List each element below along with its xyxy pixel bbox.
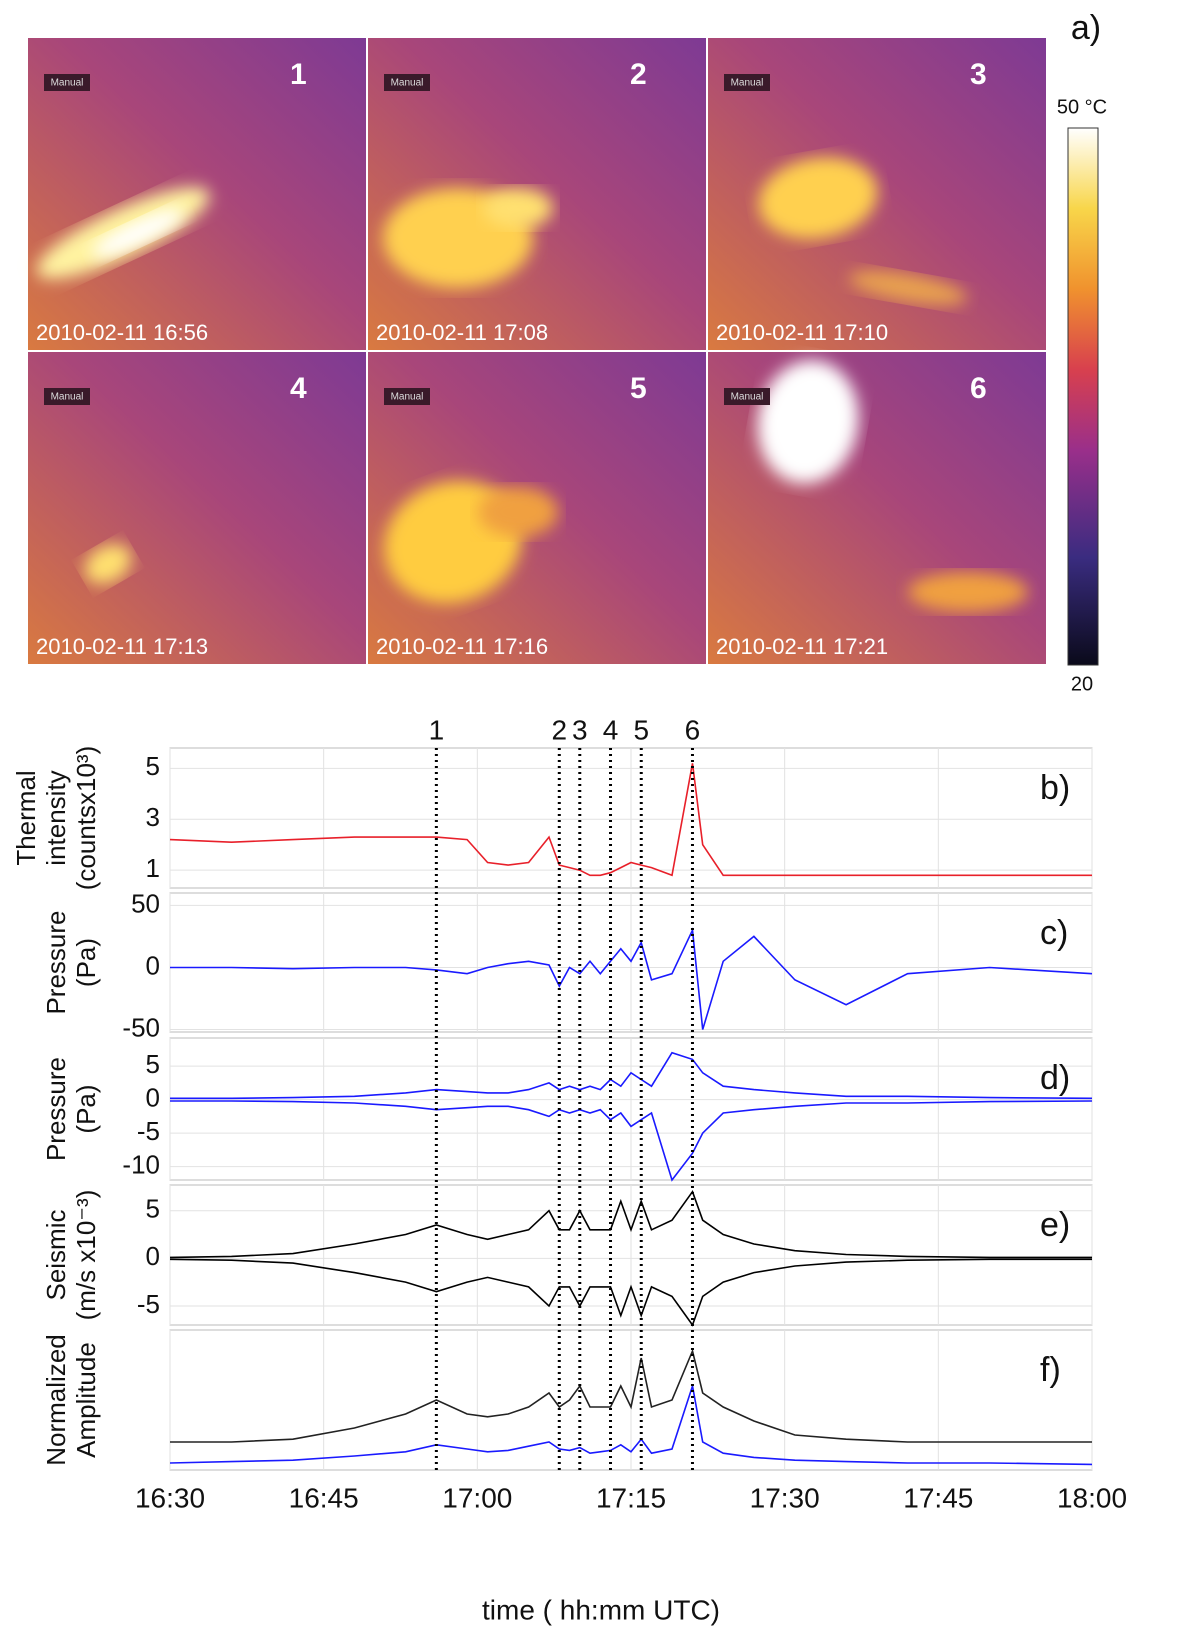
panel-label: b) (1040, 769, 1070, 807)
y-axis-label: Pressure (41, 910, 71, 1014)
event-label: 2 (551, 714, 567, 745)
y-tick-label: 0 (146, 1082, 160, 1112)
panel-label: e) (1040, 1206, 1070, 1244)
tag-box (384, 388, 430, 405)
tag-box (724, 74, 770, 91)
x-tick-label: 17:00 (442, 1482, 512, 1513)
y-tick-label: 0 (146, 1241, 160, 1271)
timestamp: 2010-02-11 16:56 (36, 320, 208, 345)
x-tick-label: 17:15 (596, 1482, 666, 1513)
y-axis-label: (countsx10³) (71, 746, 101, 891)
colorbar (1067, 127, 1099, 666)
y-axis-label: Thermal (11, 770, 41, 865)
series-line (169, 763, 1092, 877)
y-tick-label: -10 (122, 1149, 160, 1179)
image-tag: Manual (391, 78, 424, 89)
tag-box (384, 74, 430, 91)
y-tick-label: 50 (131, 888, 160, 918)
hot-spot (848, 270, 968, 306)
y-tick-label: 3 (146, 802, 160, 832)
timestamp: 2010-02-11 17:16 (376, 634, 548, 659)
y-axis-label: (m/s x10⁻³) (71, 1190, 101, 1321)
y-tick-label: -5 (137, 1289, 160, 1319)
image-tag: Manual (731, 78, 764, 89)
image-tag: Manual (391, 392, 424, 403)
y-tick-label: 5 (146, 1194, 160, 1224)
y-axis-label: (Pa) (71, 1084, 101, 1133)
y-axis-label: (Pa) (71, 938, 101, 987)
y-axis-label: Seismic (41, 1209, 71, 1300)
x-tick-label: 17:45 (903, 1482, 973, 1513)
series-line (170, 1348, 1092, 1443)
timestamp: 2010-02-11 17:08 (376, 320, 548, 345)
panel-label: a) (1071, 9, 1101, 47)
colorbar-max: 50 °C (1057, 96, 1107, 118)
y-tick-label: 5 (146, 1049, 160, 1079)
series-line (170, 1051, 1093, 1100)
image-tag: Manual (51, 392, 84, 403)
hot-spot (478, 487, 558, 537)
x-tick-label: 16:45 (289, 1482, 359, 1513)
tag-box (724, 388, 770, 405)
hot-spot (758, 157, 878, 239)
y-tick-label: -5 (137, 1116, 160, 1146)
x-axis-label: time ( hh:mm UTC) (482, 1594, 720, 1625)
panel-label: c) (1040, 914, 1068, 952)
y-tick-label: 5 (146, 751, 160, 781)
series-line (169, 1258, 1092, 1327)
timestamp: 2010-02-11 17:10 (716, 320, 888, 345)
event-label: 1 (429, 714, 445, 745)
tag-box (44, 74, 90, 91)
event-label: 3 (572, 714, 588, 745)
image-number: 1 (290, 58, 307, 91)
y-tick-label: 0 (146, 950, 160, 980)
y-tick-label: 1 (146, 853, 160, 883)
y-axis-label: Pressure (41, 1057, 71, 1161)
hot-spot (483, 188, 553, 228)
timestamp: 2010-02-11 17:21 (716, 634, 888, 659)
timestamp: 2010-02-11 17:13 (36, 634, 208, 659)
event-label: 4 (603, 714, 619, 745)
tag-box (44, 388, 90, 405)
image-tag: Manual (731, 392, 764, 403)
image-number: 2 (630, 58, 647, 91)
image-number: 4 (290, 372, 307, 405)
hot-spot (84, 544, 132, 584)
hot-spot (92, 209, 184, 257)
event-label: 6 (685, 714, 701, 745)
x-tick-label: 18:00 (1057, 1482, 1127, 1513)
image-tag: Manual (51, 78, 84, 89)
y-axis-label: intensity (41, 770, 71, 865)
y-axis-label: Normalized (41, 1334, 71, 1466)
event-label: 5 (633, 714, 649, 745)
image-number: 3 (970, 58, 987, 91)
hot-spot (908, 572, 1028, 612)
x-tick-label: 16:30 (135, 1482, 205, 1513)
image-number: 5 (630, 372, 647, 405)
y-tick-label: -50 (122, 1012, 160, 1042)
panel-label: f) (1040, 1351, 1061, 1389)
y-axis-label: Amplitude (71, 1342, 101, 1458)
colorbar-min: 20 (1071, 673, 1093, 695)
panel-label: d) (1040, 1059, 1070, 1097)
series-line (169, 1189, 1092, 1259)
image-number: 6 (970, 372, 987, 405)
hot-spot (757, 360, 859, 484)
x-tick-label: 17:30 (750, 1482, 820, 1513)
series-line (170, 927, 1093, 1030)
